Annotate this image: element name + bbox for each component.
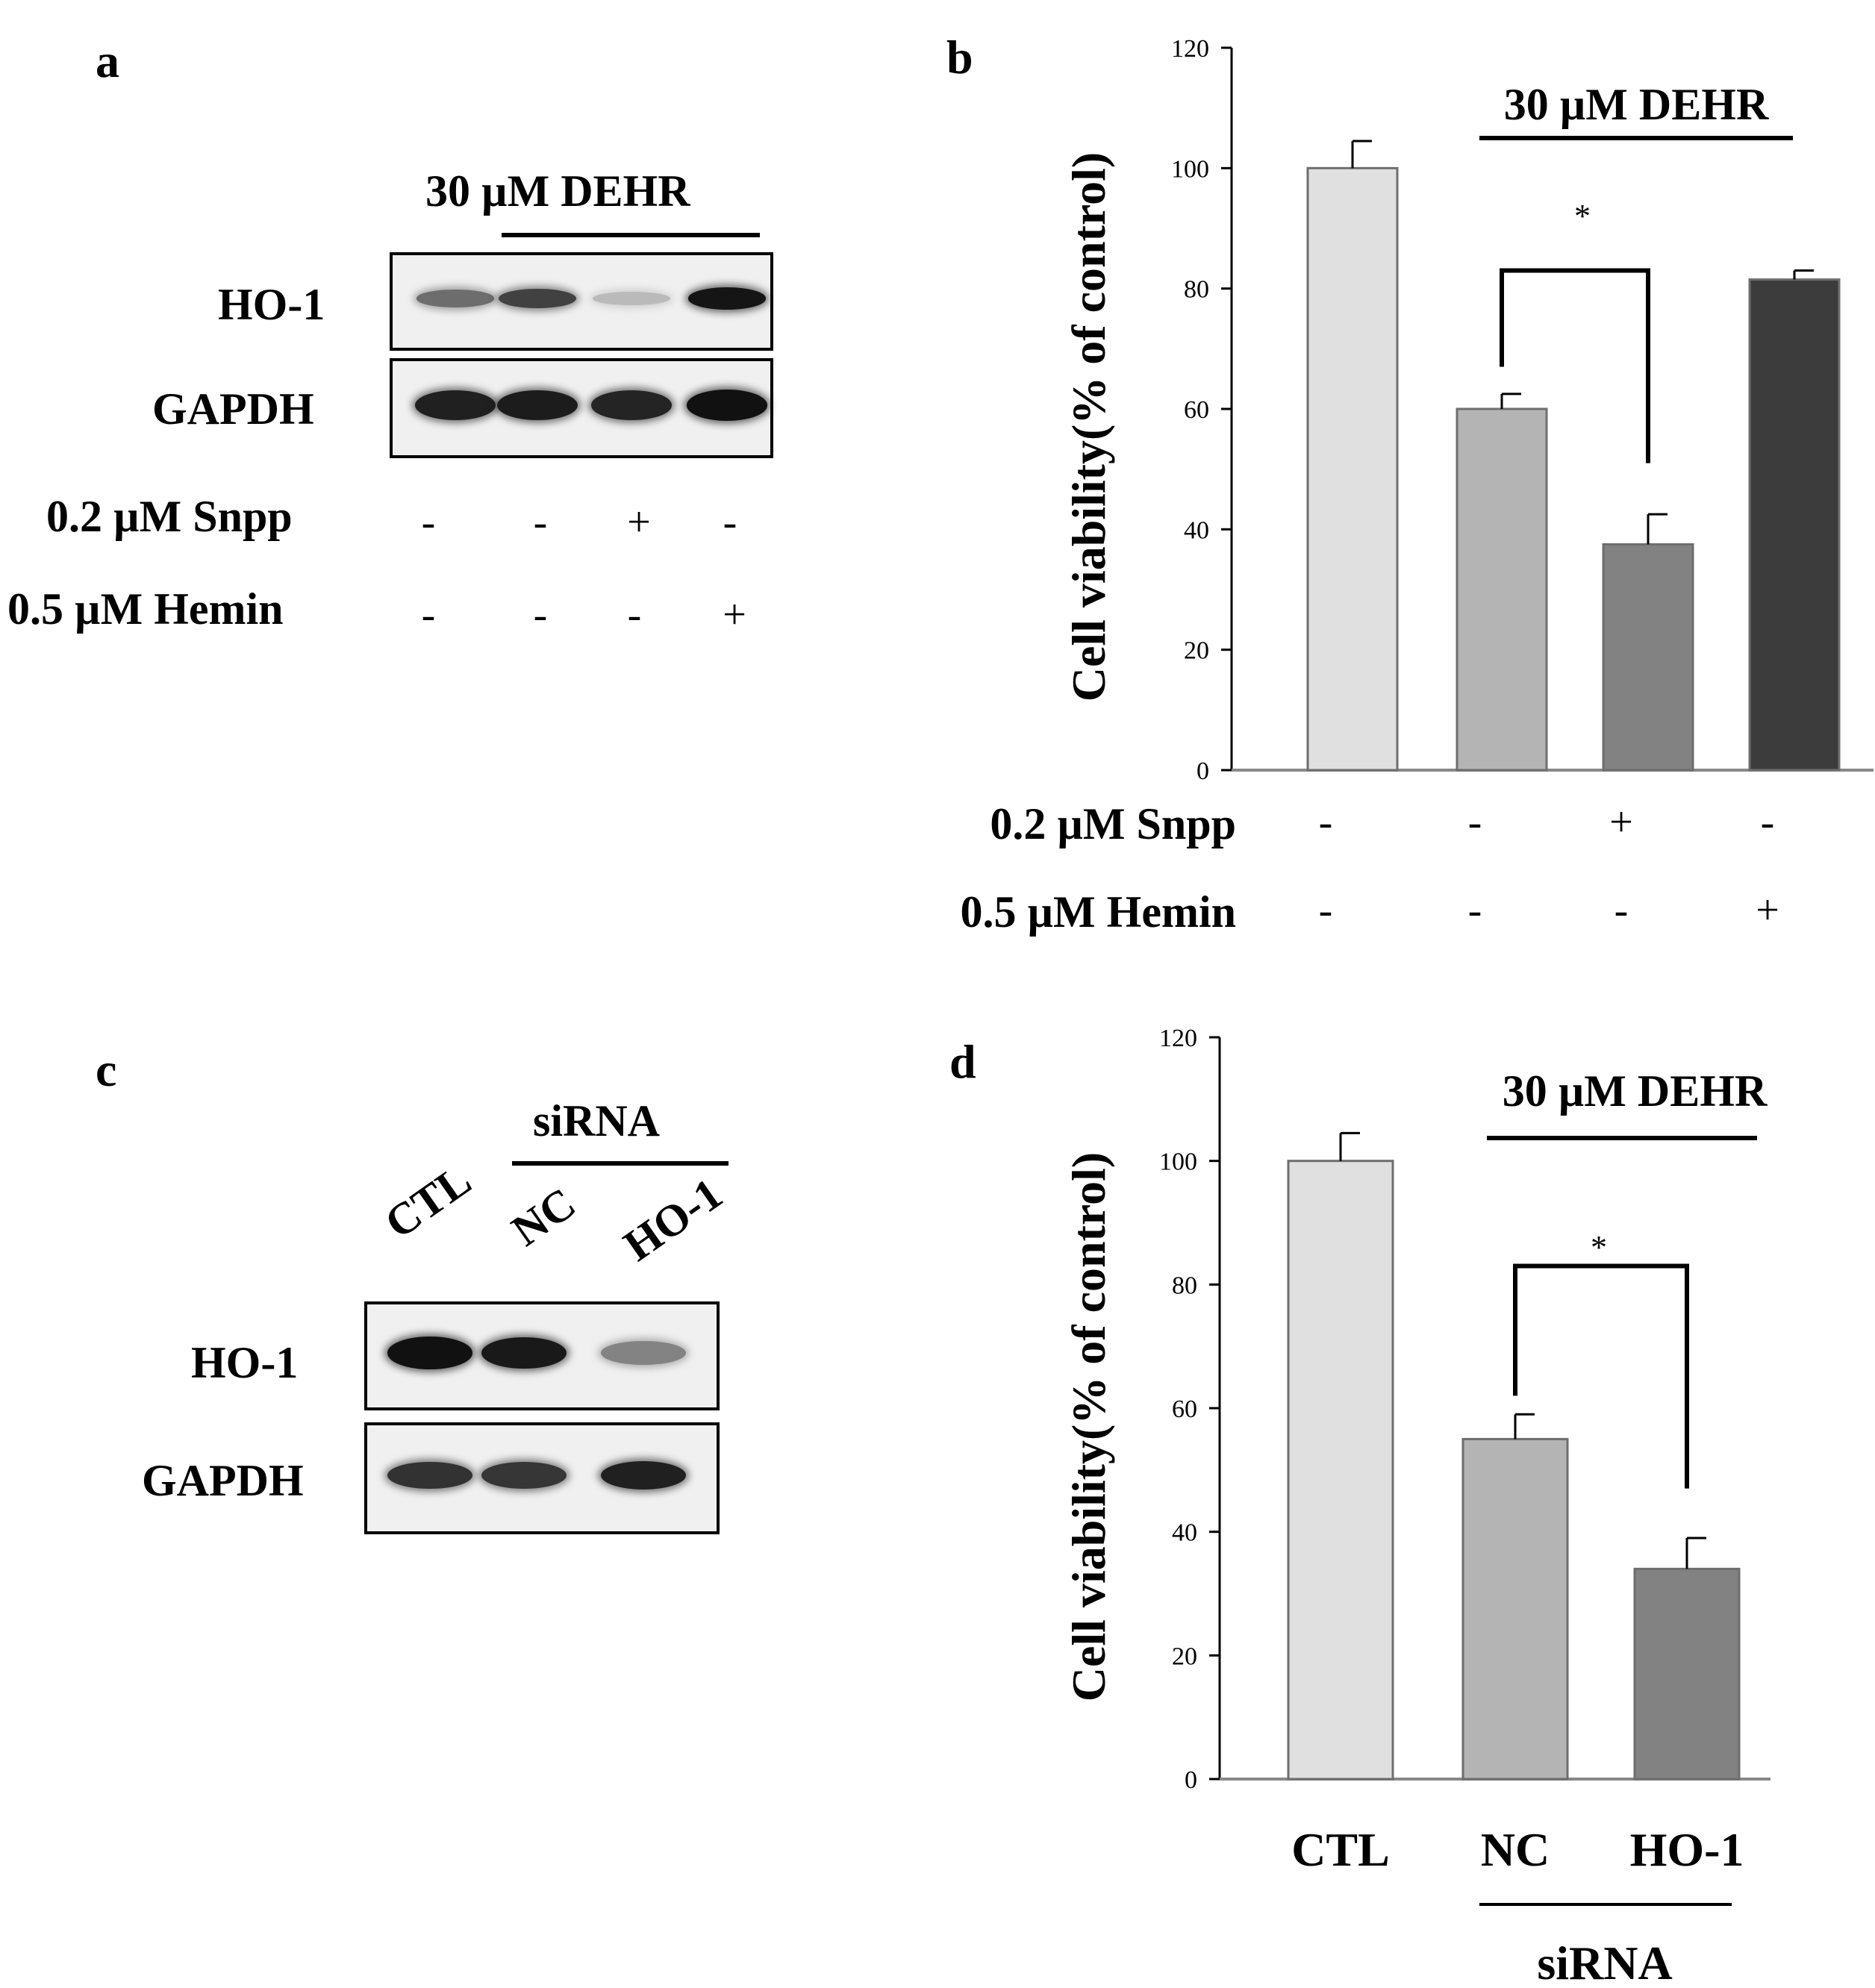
panel-b-hemin-sign: - — [1468, 887, 1482, 934]
panel-a-hemin-sign: + — [723, 592, 746, 638]
panel-d-chart: d Cell viability(% of control) 30 µM DEH… — [949, 1025, 1771, 1988]
panel-b-treatment-bar — [1479, 136, 1793, 140]
gapdh-band — [497, 390, 578, 421]
y-tick-label: 0 — [1197, 757, 1209, 785]
gapdh-band — [481, 1462, 567, 1489]
panel-b-cond-label-snpp: 0.2 µM Snpp — [990, 799, 1236, 848]
panel-c-blot-ho1 — [364, 1301, 720, 1410]
y-tick-label: 40 — [1172, 1519, 1197, 1547]
ho1-band — [417, 290, 494, 307]
panel-a-snpp-sign: + — [627, 499, 651, 546]
panel-d-letter: d — [949, 1035, 976, 1088]
bar — [1456, 407, 1548, 772]
panel-b-hemin-sign: + — [1756, 887, 1779, 934]
panel-d-treatment-label: 30 µM DEHR — [1503, 1066, 1768, 1116]
bar — [1461, 1437, 1569, 1781]
panel-b-letter: b — [946, 31, 973, 84]
ho1-band — [481, 1337, 567, 1369]
panel-b-snpp-sign: - — [1468, 799, 1482, 845]
x-tick-label: HO-1 — [1630, 1823, 1744, 1876]
ho1-band — [499, 288, 576, 309]
panel-a-snpp-sign: - — [421, 499, 436, 546]
y-tick-label: 100 — [1171, 155, 1209, 183]
panel-c-letter: c — [96, 1043, 117, 1096]
y-tick-label: 120 — [1171, 35, 1209, 63]
y-tick-label: 20 — [1184, 637, 1209, 665]
panel-a-blot-gapdh — [390, 358, 773, 458]
panel-d-treatment-bar — [1487, 1136, 1757, 1140]
y-tick-label: 40 — [1184, 516, 1209, 544]
y-tick-label: 80 — [1184, 276, 1209, 304]
panel-b-snpp-sign: - — [1761, 799, 1775, 845]
panel-b-hemin-sign: - — [1319, 887, 1333, 934]
ho1-band — [688, 287, 766, 310]
panel-c-group-label: siRNA — [533, 1096, 661, 1145]
panel-b-significance-star: * — [1574, 198, 1591, 234]
gapdh-band — [387, 1461, 472, 1490]
panel-a-row-label-ho1: HO-1 — [218, 280, 325, 329]
y-tick-label: 80 — [1172, 1272, 1197, 1299]
panel-b-treatment-label: 30 µM DEHR — [1504, 80, 1769, 129]
panel-c-row-label-gapdh: GAPDH — [142, 1456, 304, 1505]
bar — [1633, 1567, 1741, 1781]
panel-a-hemin-sign: - — [533, 592, 548, 638]
y-tick-label: 0 — [1185, 1766, 1197, 1794]
ho1-band — [387, 1337, 472, 1369]
panel-d-group-label: siRNA — [1537, 1937, 1672, 1988]
panel-c-group-bar — [512, 1161, 729, 1166]
bar — [1287, 1160, 1394, 1781]
gapdh-band — [415, 390, 496, 420]
panel-a-row-label-gapdh: GAPDH — [152, 384, 314, 434]
y-tick-label: 20 — [1172, 1642, 1197, 1670]
panel-d-y-axis-label: Cell viability(% of control) — [1062, 1152, 1115, 1702]
ho1-band — [601, 1341, 686, 1365]
gapdh-band — [591, 390, 672, 420]
panel-a-blot-ho1 — [390, 252, 773, 351]
panel-c-blot-gapdh — [364, 1422, 720, 1534]
y-tick-label: 100 — [1159, 1148, 1197, 1176]
bar — [1306, 166, 1399, 772]
panel-a-cond-label-snpp: 0.2 µM Snpp — [46, 492, 293, 541]
panel-b-y-axis-label: Cell viability(% of control) — [1062, 152, 1115, 702]
significance-bracket — [1513, 1263, 1689, 1489]
panel-b-snpp-sign: - — [1319, 799, 1333, 845]
gapdh-band — [601, 1461, 686, 1490]
panel-a-hemin-sign: - — [627, 592, 642, 638]
y-tick-label: 60 — [1184, 396, 1209, 424]
panel-b-chart: b Cell viability(% of control) 30 µM DEH… — [946, 31, 1874, 937]
panel-d-significance-star: * — [1591, 1229, 1607, 1266]
panel-d-group-bar — [1479, 1903, 1732, 1906]
panel-c-row-label-ho1: HO-1 — [191, 1338, 299, 1387]
panel-b-hemin-sign: - — [1615, 887, 1629, 934]
x-tick-label: NC — [1481, 1823, 1550, 1876]
y-tick-label: 60 — [1172, 1395, 1197, 1423]
panel-a-snpp-sign: - — [533, 499, 548, 546]
panel-b-cond-label-hemin: 0.5 µM Hemin — [960, 887, 1236, 937]
gapdh-band — [687, 390, 767, 421]
bar — [1748, 278, 1841, 772]
bar — [1602, 543, 1694, 772]
x-tick-label: CTL — [1291, 1823, 1390, 1876]
y-tick-label: 120 — [1159, 1025, 1197, 1052]
panel-a-hemin-sign: - — [421, 592, 436, 638]
panel-a-treatment-bar — [502, 233, 760, 237]
panel-b-snpp-sign: + — [1609, 799, 1633, 845]
significance-bracket — [1500, 268, 1650, 463]
panel-a-cond-label-hemin: 0.5 µM Hemin — [7, 584, 284, 634]
panel-a-letter: a — [96, 34, 119, 87]
panel-a-snpp-sign: - — [723, 499, 737, 546]
ho1-band — [593, 292, 670, 305]
panel-a-treatment-label: 30 µM DEHR — [425, 166, 690, 216]
